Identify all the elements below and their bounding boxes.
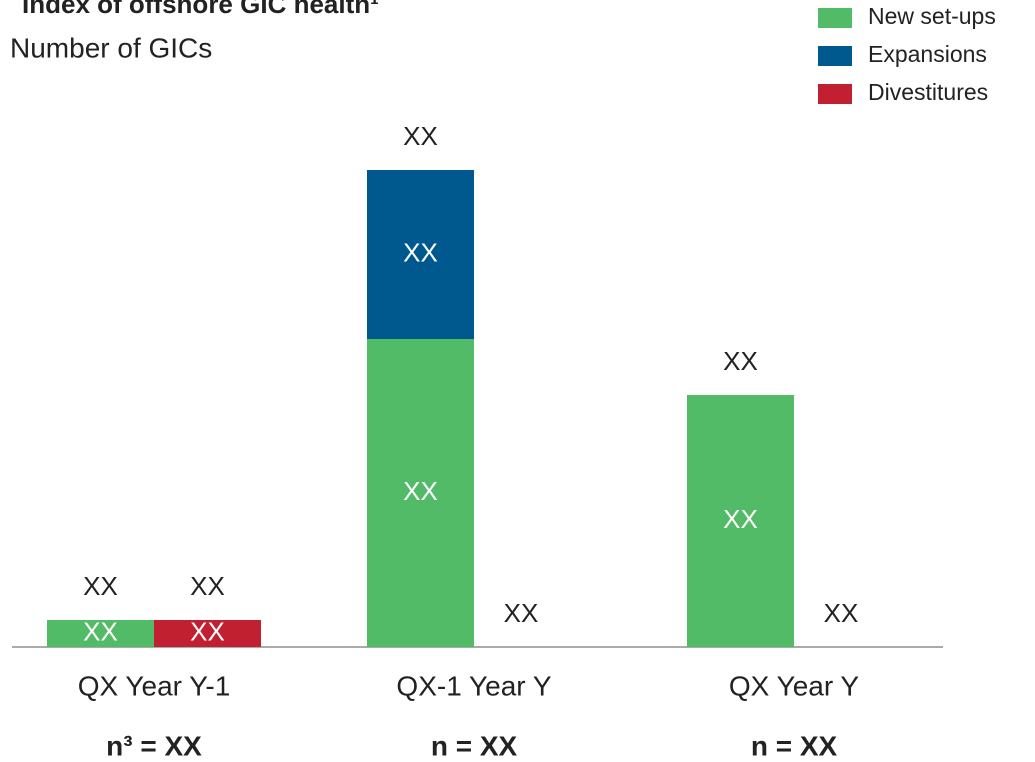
x-tick-label: QX-1 Year Y bbox=[396, 670, 551, 701]
x-tick-label: QX Year Y bbox=[729, 670, 860, 701]
total-label: XX bbox=[824, 598, 859, 628]
bar-segment bbox=[47, 620, 154, 647]
value-label: XX bbox=[403, 476, 438, 506]
value-label: XX bbox=[190, 616, 225, 646]
chart-subtitle: Number of GICs bbox=[10, 32, 212, 63]
total-label: XX bbox=[190, 571, 225, 601]
legend-swatch bbox=[818, 46, 852, 66]
total-label: XX bbox=[403, 121, 438, 151]
value-label: XX bbox=[83, 616, 118, 646]
legend-swatch bbox=[818, 8, 852, 28]
bar-segment bbox=[154, 620, 261, 647]
x-tick-label: QX Year Y-1 bbox=[78, 670, 231, 701]
chart-title: Index of offshore GIC health¹ bbox=[22, 0, 379, 19]
value-label: XX bbox=[723, 504, 758, 534]
bar-segment bbox=[687, 395, 794, 647]
legend-label: Divestitures bbox=[868, 79, 988, 105]
legend-swatch bbox=[818, 84, 852, 104]
total-label: XX bbox=[83, 571, 118, 601]
bar-segment bbox=[367, 170, 474, 339]
sample-size: n = XX bbox=[431, 730, 518, 761]
bar-segment bbox=[367, 339, 474, 647]
sample-size: n³ = XX bbox=[106, 730, 202, 761]
sample-size: n = XX bbox=[751, 730, 838, 761]
value-label: XX bbox=[403, 237, 438, 267]
total-label: XX bbox=[723, 346, 758, 376]
legend-label: Expansions bbox=[868, 41, 987, 67]
legend-label: New set-ups bbox=[868, 3, 996, 29]
total-label: XX bbox=[504, 598, 539, 628]
